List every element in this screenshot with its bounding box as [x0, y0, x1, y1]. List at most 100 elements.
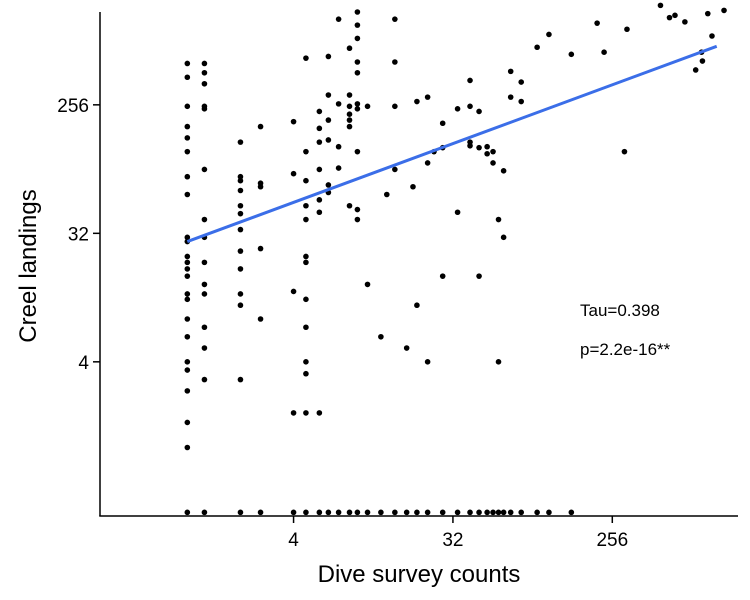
data-point: [237, 509, 244, 516]
data-point: [507, 68, 514, 75]
data-point: [354, 148, 361, 155]
data-point: [325, 117, 332, 123]
data-point: [392, 166, 398, 173]
data-point: [704, 10, 711, 17]
data-point: [303, 253, 309, 260]
data-point: [500, 509, 507, 516]
data-point: [495, 509, 502, 516]
data-point: [364, 103, 371, 110]
data-point: [354, 59, 361, 65]
data-point: [184, 135, 191, 141]
data-point: [316, 509, 323, 516]
y-tick-label: 256: [57, 96, 89, 117]
data-point: [354, 101, 361, 107]
data-point: [325, 53, 332, 60]
trend-line: [186, 44, 718, 243]
data-point: [354, 216, 361, 223]
data-point: [290, 170, 297, 177]
data-point: [424, 509, 431, 516]
data-point: [490, 160, 496, 166]
x-axis-title: Dive survey counts: [318, 561, 521, 588]
data-point: [346, 111, 353, 117]
data-point: [237, 248, 244, 254]
data-point: [518, 79, 525, 85]
data-points: [184, 2, 727, 516]
data-point: [378, 333, 384, 340]
data-point: [594, 20, 600, 26]
data-point: [201, 69, 208, 76]
axis-ticks: 4 32 256 4 32 256: [57, 96, 628, 551]
data-point: [354, 35, 361, 42]
data-point: [290, 288, 297, 295]
data-point: [392, 59, 398, 65]
data-point: [201, 80, 208, 87]
data-point: [624, 26, 630, 33]
data-point: [518, 98, 525, 105]
data-point: [316, 197, 323, 203]
data-point: [237, 266, 244, 272]
tau-annotation: Tau=0.398: [580, 301, 660, 320]
data-point: [467, 103, 473, 110]
data-point: [666, 14, 673, 21]
data-point: [237, 302, 244, 309]
data-point: [316, 209, 323, 216]
data-point: [490, 148, 496, 155]
data-point: [237, 187, 244, 194]
data-point: [346, 117, 353, 123]
data-point: [201, 166, 208, 173]
data-point: [546, 31, 552, 38]
data-point: [316, 166, 323, 173]
data-point: [346, 123, 353, 130]
data-point: [500, 234, 507, 241]
data-point: [534, 44, 540, 51]
data-point: [184, 259, 191, 266]
data-point: [257, 245, 264, 252]
data-point: [184, 273, 191, 279]
data-point: [184, 234, 191, 241]
data-point: [184, 296, 191, 303]
data-point: [184, 333, 191, 340]
data-point: [601, 49, 607, 55]
data-point: [490, 509, 496, 516]
data-point: [424, 359, 431, 365]
data-point: [184, 103, 191, 110]
data-point: [237, 177, 244, 184]
data-point: [439, 509, 446, 516]
data-point: [439, 273, 446, 279]
data-point: [500, 168, 507, 174]
data-point: [184, 509, 191, 516]
data-point: [392, 509, 398, 516]
data-point: [507, 509, 514, 516]
data-point: [364, 281, 371, 288]
data-point: [325, 137, 332, 143]
x-tick-label: 256: [596, 530, 628, 551]
data-point: [403, 345, 410, 351]
data-point: [346, 202, 353, 209]
data-point: [392, 103, 398, 110]
data-point: [354, 69, 361, 76]
data-point: [467, 142, 473, 149]
data-point: [476, 144, 482, 151]
data-point: [476, 108, 482, 115]
data-point: [201, 106, 208, 112]
data-point: [495, 216, 502, 223]
data-point: [335, 101, 342, 107]
data-point: [303, 296, 309, 303]
data-point: [335, 16, 342, 22]
data-point: [316, 125, 323, 132]
data-point: [354, 22, 361, 28]
data-point: [303, 216, 309, 223]
data-point: [325, 509, 332, 516]
data-point: [316, 139, 323, 145]
data-point: [184, 173, 191, 180]
data-point: [354, 206, 361, 213]
data-point: [303, 324, 309, 331]
data-point: [568, 509, 575, 516]
data-point: [184, 266, 191, 272]
data-point: [184, 359, 191, 365]
data-point: [476, 509, 482, 516]
data-point: [692, 67, 699, 73]
data-point: [534, 509, 540, 516]
data-point: [237, 291, 244, 297]
